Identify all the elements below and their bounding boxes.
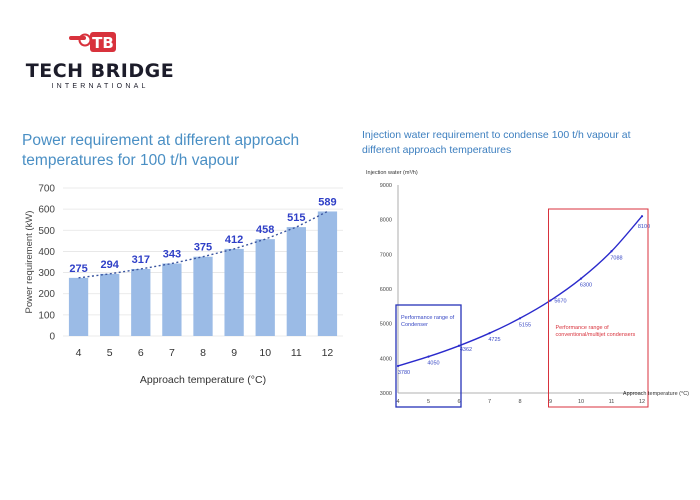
chart1-title: Power requirement at different approach …	[22, 132, 300, 169]
chart1-x-tick: 8	[200, 347, 206, 359]
chart2-point	[640, 215, 644, 218]
chart2-value-labels: 3780 4050 4362 4725 5155 5670 6300 7088 8100	[398, 224, 650, 376]
chart1-y-tick: 100	[38, 310, 55, 321]
chart1-y-tick: 200	[38, 289, 55, 300]
chart1-y-tick: 700	[38, 184, 55, 195]
chart2-x-tick: 12	[639, 399, 645, 405]
chart1-value-label: 275	[69, 263, 87, 275]
chart2-points	[396, 215, 644, 368]
chart2-y-ticks: 3000 4000 5000 6000 7000 8000 9000	[380, 183, 392, 397]
chart2-y-tick: 3000	[380, 391, 392, 397]
chart2-y-tick: 9000	[380, 183, 392, 189]
chart1-bar	[224, 248, 244, 336]
condenser-range-box	[395, 304, 462, 408]
chart2-point	[518, 317, 522, 320]
chart1-x-ticks: 4 5 6 7 8 9 10 11 12	[76, 347, 334, 359]
chart1-y-ticks: 0 100 200 300 400 500 600 700	[38, 184, 55, 343]
chart2-axes	[397, 185, 642, 394]
chart1-bars	[68, 211, 338, 336]
chart1-bar	[286, 227, 306, 336]
chart2-y-tick: 7000	[380, 252, 392, 258]
chart2-y-tick: 6000	[380, 287, 392, 293]
chart1-bar	[162, 263, 182, 336]
chart2-y-axis-label: Injection water (m³/h)	[366, 170, 418, 176]
annotation-condenser-line2: Condenser	[401, 322, 428, 328]
chart1-value-label: 589	[318, 196, 336, 208]
chart2-point	[488, 332, 491, 335]
chart2-x-tick: 9	[549, 399, 552, 405]
chart1-y-tick: 600	[38, 205, 55, 216]
chart2-value-label: 8100	[638, 224, 650, 230]
company-logo: TB TECH BRIDGE INTERNATIONAL	[20, 28, 180, 98]
chart2-x-tick: 10	[578, 399, 584, 405]
multijet-range-box	[548, 208, 649, 408]
chart2-x-tick: 11	[609, 399, 615, 405]
chart1-trendline	[78, 210, 328, 279]
chart1-x-tick: 11	[291, 347, 302, 359]
chart1-value-labels: 275 294 317 343 375 412 458 515 589	[69, 196, 336, 274]
chart2-value-label: 5155	[519, 322, 531, 328]
chart1-x-tick: 6	[138, 347, 144, 359]
logo-subtitle: INTERNATIONAL	[51, 83, 149, 90]
chart2-point	[396, 364, 400, 368]
chart1-value-label: 412	[225, 234, 243, 246]
chart1-x-tick: 9	[231, 347, 237, 359]
chart1-y-tick: 0	[49, 332, 55, 343]
chart1-value-label: 458	[256, 224, 274, 236]
chart1-x-tick: 7	[169, 347, 175, 359]
chart2-value-label: 4725	[488, 337, 500, 343]
chart1-bar	[193, 256, 213, 336]
chart2-value-label: 4050	[427, 361, 439, 367]
chart2-series-line	[397, 215, 643, 367]
chart2-x-tick: 8	[518, 399, 521, 405]
chart1-y-tick: 500	[38, 226, 55, 237]
chart2-point	[457, 344, 461, 347]
chart1-bar	[131, 268, 151, 336]
chart2-x-tick: 7	[488, 399, 491, 405]
chart2-value-label: 4362	[460, 347, 472, 353]
chart2-x-axis-label: Approach temperature (°C)	[623, 391, 689, 397]
chart2-value-label: 7088	[610, 255, 622, 261]
chart1-x-tick: 5	[107, 347, 113, 359]
chart1-x-tick: 12	[322, 347, 334, 359]
chart1-value-label: 375	[194, 242, 212, 254]
chart2-x-tick: 4	[396, 399, 399, 405]
chart2-point	[579, 277, 583, 280]
chart1-bar	[68, 277, 89, 336]
chart1-x-tick: 4	[76, 347, 82, 359]
annotation-multijet-line2: conventional/multijet condensers	[556, 332, 636, 338]
chart1-y-tick: 300	[38, 268, 55, 279]
chart2-value-label: 5670	[554, 298, 566, 304]
chart1-value-label: 515	[287, 212, 305, 224]
chart2-x-tick: 5	[427, 399, 430, 405]
chart2-x-ticks: 4 5 6 7 8 9 10 11 12	[396, 399, 645, 405]
chart2-y-tick: 5000	[380, 322, 392, 328]
chart1-y-axis-label: Power requirement (kW)	[24, 211, 35, 314]
chart2-y-tick: 8000	[380, 218, 392, 224]
chart1-bar	[317, 211, 338, 336]
logo-emblem-icon: TB	[69, 32, 116, 52]
chart2-y-tick: 4000	[380, 356, 392, 362]
chart1-bar	[255, 239, 275, 336]
chart2-point	[610, 250, 613, 253]
chart1-value-label: 343	[163, 248, 181, 260]
annotation-multijet-line1: Performance range of	[556, 325, 610, 331]
annotation-condenser-line1: Performance range of	[401, 315, 455, 321]
chart2-value-label: 6300	[580, 283, 592, 289]
logo-emblem-text: TB	[92, 34, 114, 52]
chart1-value-label: 294	[100, 259, 119, 271]
chart1-value-label: 317	[132, 254, 150, 266]
chart2-point	[549, 299, 552, 302]
injection-water-line-chart: 3000 4000 5000 6000 7000 8000 9000 4 5 6 7 8 9 10 11 1…	[366, 170, 689, 408]
chart2-value-label: 3780	[398, 370, 410, 376]
chart2-point	[427, 355, 430, 358]
chart1-y-tick: 400	[38, 247, 55, 258]
chart1-bar	[100, 273, 120, 336]
chart2-title: Injection water requirement to condense …	[362, 129, 631, 156]
chart1-x-tick: 10	[259, 347, 271, 359]
chart1-x-axis-label: Approach temperature (°C)	[140, 374, 266, 386]
logo-name: TECH BRIDGE	[25, 60, 175, 82]
chart2-x-tick: 6	[457, 399, 460, 405]
